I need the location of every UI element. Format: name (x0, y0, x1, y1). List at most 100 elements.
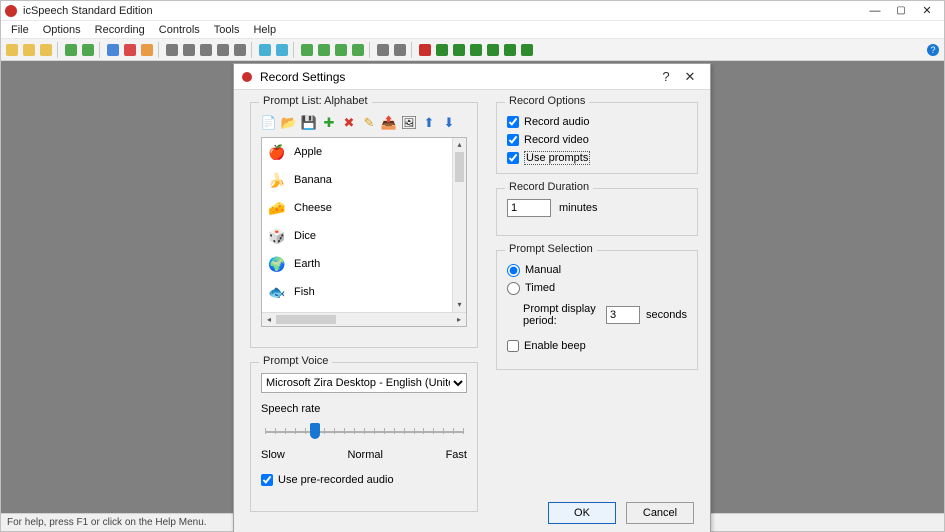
main-toolbar: ? (1, 39, 944, 61)
scroll-right-icon[interactable]: ▸ (452, 313, 466, 327)
slider-label-normal: Normal (347, 449, 382, 461)
enable-beep-input[interactable] (507, 340, 519, 352)
record-audio-checkbox[interactable]: Record audio (507, 113, 687, 131)
toolbar-button-4[interactable] (80, 42, 96, 58)
use-prerecorded-input[interactable] (261, 474, 273, 486)
status-text: For help, press F1 or click on the Help … (7, 517, 207, 528)
record-options-legend: Record Options (505, 95, 589, 107)
record-video-checkbox[interactable]: Record video (507, 131, 687, 149)
toolbar-button-6[interactable] (122, 42, 138, 58)
duration-unit: minutes (559, 202, 598, 214)
scroll-down-icon[interactable]: ▾ (453, 298, 466, 312)
record-audio-input[interactable] (507, 116, 519, 128)
edit-icon[interactable]: ✎ (361, 115, 377, 131)
new-file-icon[interactable]: 📄 (261, 115, 277, 131)
horizontal-scrollbar[interactable]: ◂ ▸ (262, 312, 466, 326)
period-input[interactable] (606, 306, 640, 324)
record-video-input[interactable] (507, 134, 519, 146)
toolbar-button-15[interactable] (299, 42, 315, 58)
list-item[interactable]: 🧀Cheese (262, 194, 452, 222)
manual-radio[interactable]: Manual (507, 261, 687, 279)
save-icon[interactable]: 💾 (301, 115, 317, 131)
horizontal-scroll-thumb[interactable] (276, 315, 336, 324)
toolbar-button-17[interactable] (333, 42, 349, 58)
manual-radio-input[interactable] (507, 264, 520, 277)
dialog-help-button[interactable]: ? (654, 69, 678, 84)
toolbar-button-26[interactable] (502, 42, 518, 58)
window-close-button[interactable] (914, 2, 940, 20)
toolbar-button-18[interactable] (350, 42, 366, 58)
toolbar-button-23[interactable] (451, 42, 467, 58)
cancel-button[interactable]: Cancel (626, 502, 694, 524)
enable-beep-checkbox[interactable]: Enable beep (507, 337, 687, 355)
menu-help[interactable]: Help (247, 23, 282, 37)
move-up-icon[interactable]: ⬆ (421, 115, 437, 131)
speech-rate-slider[interactable] (261, 419, 467, 447)
menu-recording[interactable]: Recording (89, 23, 151, 37)
list-item[interactable]: 🎲Dice (262, 222, 452, 250)
ok-button[interactable]: OK (548, 502, 616, 524)
toolbar-button-5[interactable] (105, 42, 121, 58)
toolbar-button-7[interactable] (139, 42, 155, 58)
scroll-up-icon[interactable]: ▴ (453, 138, 466, 152)
list-item-icon: 🐟 (268, 283, 286, 301)
manual-radio-label: Manual (525, 264, 561, 276)
toolbar-button-11[interactable] (215, 42, 231, 58)
toolbar-button-0[interactable] (4, 42, 20, 58)
menu-tools[interactable]: Tools (208, 23, 246, 37)
use-prompts-checkbox[interactable]: Use prompts (507, 149, 687, 167)
vertical-scroll-thumb[interactable] (455, 152, 464, 182)
toolbar-button-3[interactable] (63, 42, 79, 58)
speech-rate-label: Speech rate (261, 403, 467, 415)
menu-controls[interactable]: Controls (153, 23, 206, 37)
toolbar-button-12[interactable] (232, 42, 248, 58)
menu-file[interactable]: File (5, 23, 35, 37)
speech-rate-thumb[interactable] (310, 423, 320, 439)
open-folder-icon[interactable]: 📂 (281, 115, 297, 131)
toolbar-button-25[interactable] (485, 42, 501, 58)
dialog-title: Record Settings (260, 70, 345, 84)
window-minimize-button[interactable] (862, 2, 888, 20)
toolbar-button-16[interactable] (316, 42, 332, 58)
record-audio-label: Record audio (524, 116, 589, 128)
toolbar-button-19[interactable] (375, 42, 391, 58)
toolbar-button-21[interactable] (417, 42, 433, 58)
voice-select[interactable]: Microsoft Zira Desktop - English (United… (261, 373, 467, 393)
export-icon[interactable]: 📤 (381, 115, 397, 131)
list-item[interactable]: 🍌Banana (262, 166, 452, 194)
list-item[interactable]: 🍎Apple (262, 138, 452, 166)
vertical-scrollbar[interactable]: ▴ ▾ (452, 138, 466, 312)
toolbar-button-1[interactable] (21, 42, 37, 58)
scroll-left-icon[interactable]: ◂ (262, 313, 276, 327)
toolbar-button-9[interactable] (181, 42, 197, 58)
timed-radio[interactable]: Timed (507, 279, 687, 297)
titlebar: icSpeech Standard Edition (1, 1, 944, 21)
toolbar-button-8[interactable] (164, 42, 180, 58)
use-prompts-input[interactable] (507, 152, 519, 164)
add-icon[interactable]: ✚ (321, 115, 337, 131)
toolbar-button-14[interactable] (274, 42, 290, 58)
toolbar-button-22[interactable] (434, 42, 450, 58)
list-item-icon: 🧀 (268, 199, 286, 217)
prompt-list-toolbar: 📄📂💾✚✖✎📤🖼⬆⬇ (261, 113, 467, 133)
toolbar-button-20[interactable] (392, 42, 408, 58)
list-item[interactable]: 🐟Fish (262, 278, 452, 306)
toolbar-button-24[interactable] (468, 42, 484, 58)
remove-icon[interactable]: ✖ (341, 115, 357, 131)
window-maximize-button[interactable] (888, 2, 914, 20)
toolbar-help-icon[interactable]: ? (925, 42, 941, 58)
timed-radio-input[interactable] (507, 282, 520, 295)
toolbar-button-2[interactable] (38, 42, 54, 58)
use-prerecorded-checkbox[interactable]: Use pre-recorded audio (261, 471, 467, 489)
prompt-list[interactable]: 🍎Apple🍌Banana🧀Cheese🎲Dice🌍Earth🐟Fish ▴ ▾… (261, 137, 467, 327)
menu-options[interactable]: Options (37, 23, 87, 37)
image-icon[interactable]: 🖼 (401, 115, 417, 131)
dialog-close-button[interactable]: ✕ (678, 69, 702, 85)
toolbar-button-10[interactable] (198, 42, 214, 58)
toolbar-button-13[interactable] (257, 42, 273, 58)
move-down-icon[interactable]: ⬇ (441, 115, 457, 131)
toolbar-button-27[interactable] (519, 42, 535, 58)
list-item-icon: 🍎 (268, 143, 286, 161)
duration-input[interactable] (507, 199, 551, 217)
list-item[interactable]: 🌍Earth (262, 250, 452, 278)
